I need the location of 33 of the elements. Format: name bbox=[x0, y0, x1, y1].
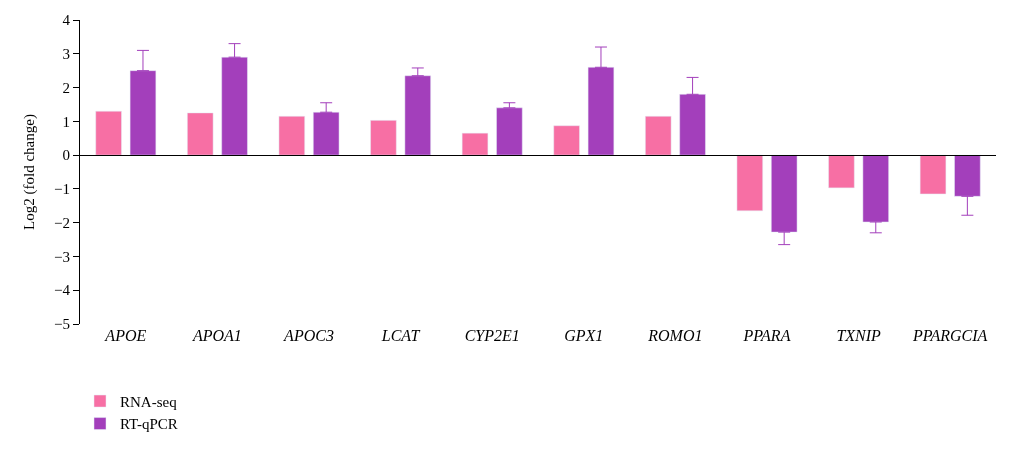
bar bbox=[553, 125, 580, 156]
bar bbox=[461, 132, 489, 156]
y-tick-label: 4 bbox=[62, 12, 71, 29]
x-tick-label: TXNIP bbox=[836, 327, 882, 344]
x-tick-label: PPARA bbox=[742, 327, 791, 344]
y-tick-label: −3 bbox=[54, 248, 70, 265]
y-tick-label: −5 bbox=[54, 316, 70, 333]
x-tick-label: LCAT bbox=[380, 327, 421, 344]
x-tick-label: APOA1 bbox=[191, 327, 242, 344]
legend-label: RT-qPCR bbox=[120, 416, 178, 433]
bar bbox=[919, 154, 947, 195]
y-tick-label: 3 bbox=[62, 46, 70, 63]
x-tick-label: ROMO1 bbox=[647, 327, 703, 344]
bar bbox=[736, 154, 763, 212]
bar bbox=[828, 154, 855, 189]
bar bbox=[278, 116, 305, 156]
bar bbox=[370, 120, 397, 156]
y-tick-label: 1 bbox=[62, 113, 70, 130]
bar bbox=[645, 116, 672, 156]
y-tick-label: 2 bbox=[62, 79, 70, 96]
y-axis-title: Log2 (fold change) bbox=[21, 114, 39, 230]
bar bbox=[187, 112, 214, 156]
x-tick-label: APOC3 bbox=[283, 327, 334, 344]
y-tick-label: −2 bbox=[54, 214, 70, 231]
x-tick-label: APOE bbox=[104, 327, 147, 344]
y-tick-label: −1 bbox=[54, 181, 70, 198]
x-tick-label: GPX1 bbox=[564, 327, 604, 344]
x-tick-label: CYP2E1 bbox=[464, 327, 520, 344]
y-tick-label: −4 bbox=[54, 282, 71, 299]
bar bbox=[95, 110, 122, 156]
y-tick-label: 0 bbox=[62, 147, 70, 164]
legend-label: RNA-seq bbox=[120, 393, 178, 410]
x-tick-label: PPARGCIA bbox=[912, 327, 988, 344]
